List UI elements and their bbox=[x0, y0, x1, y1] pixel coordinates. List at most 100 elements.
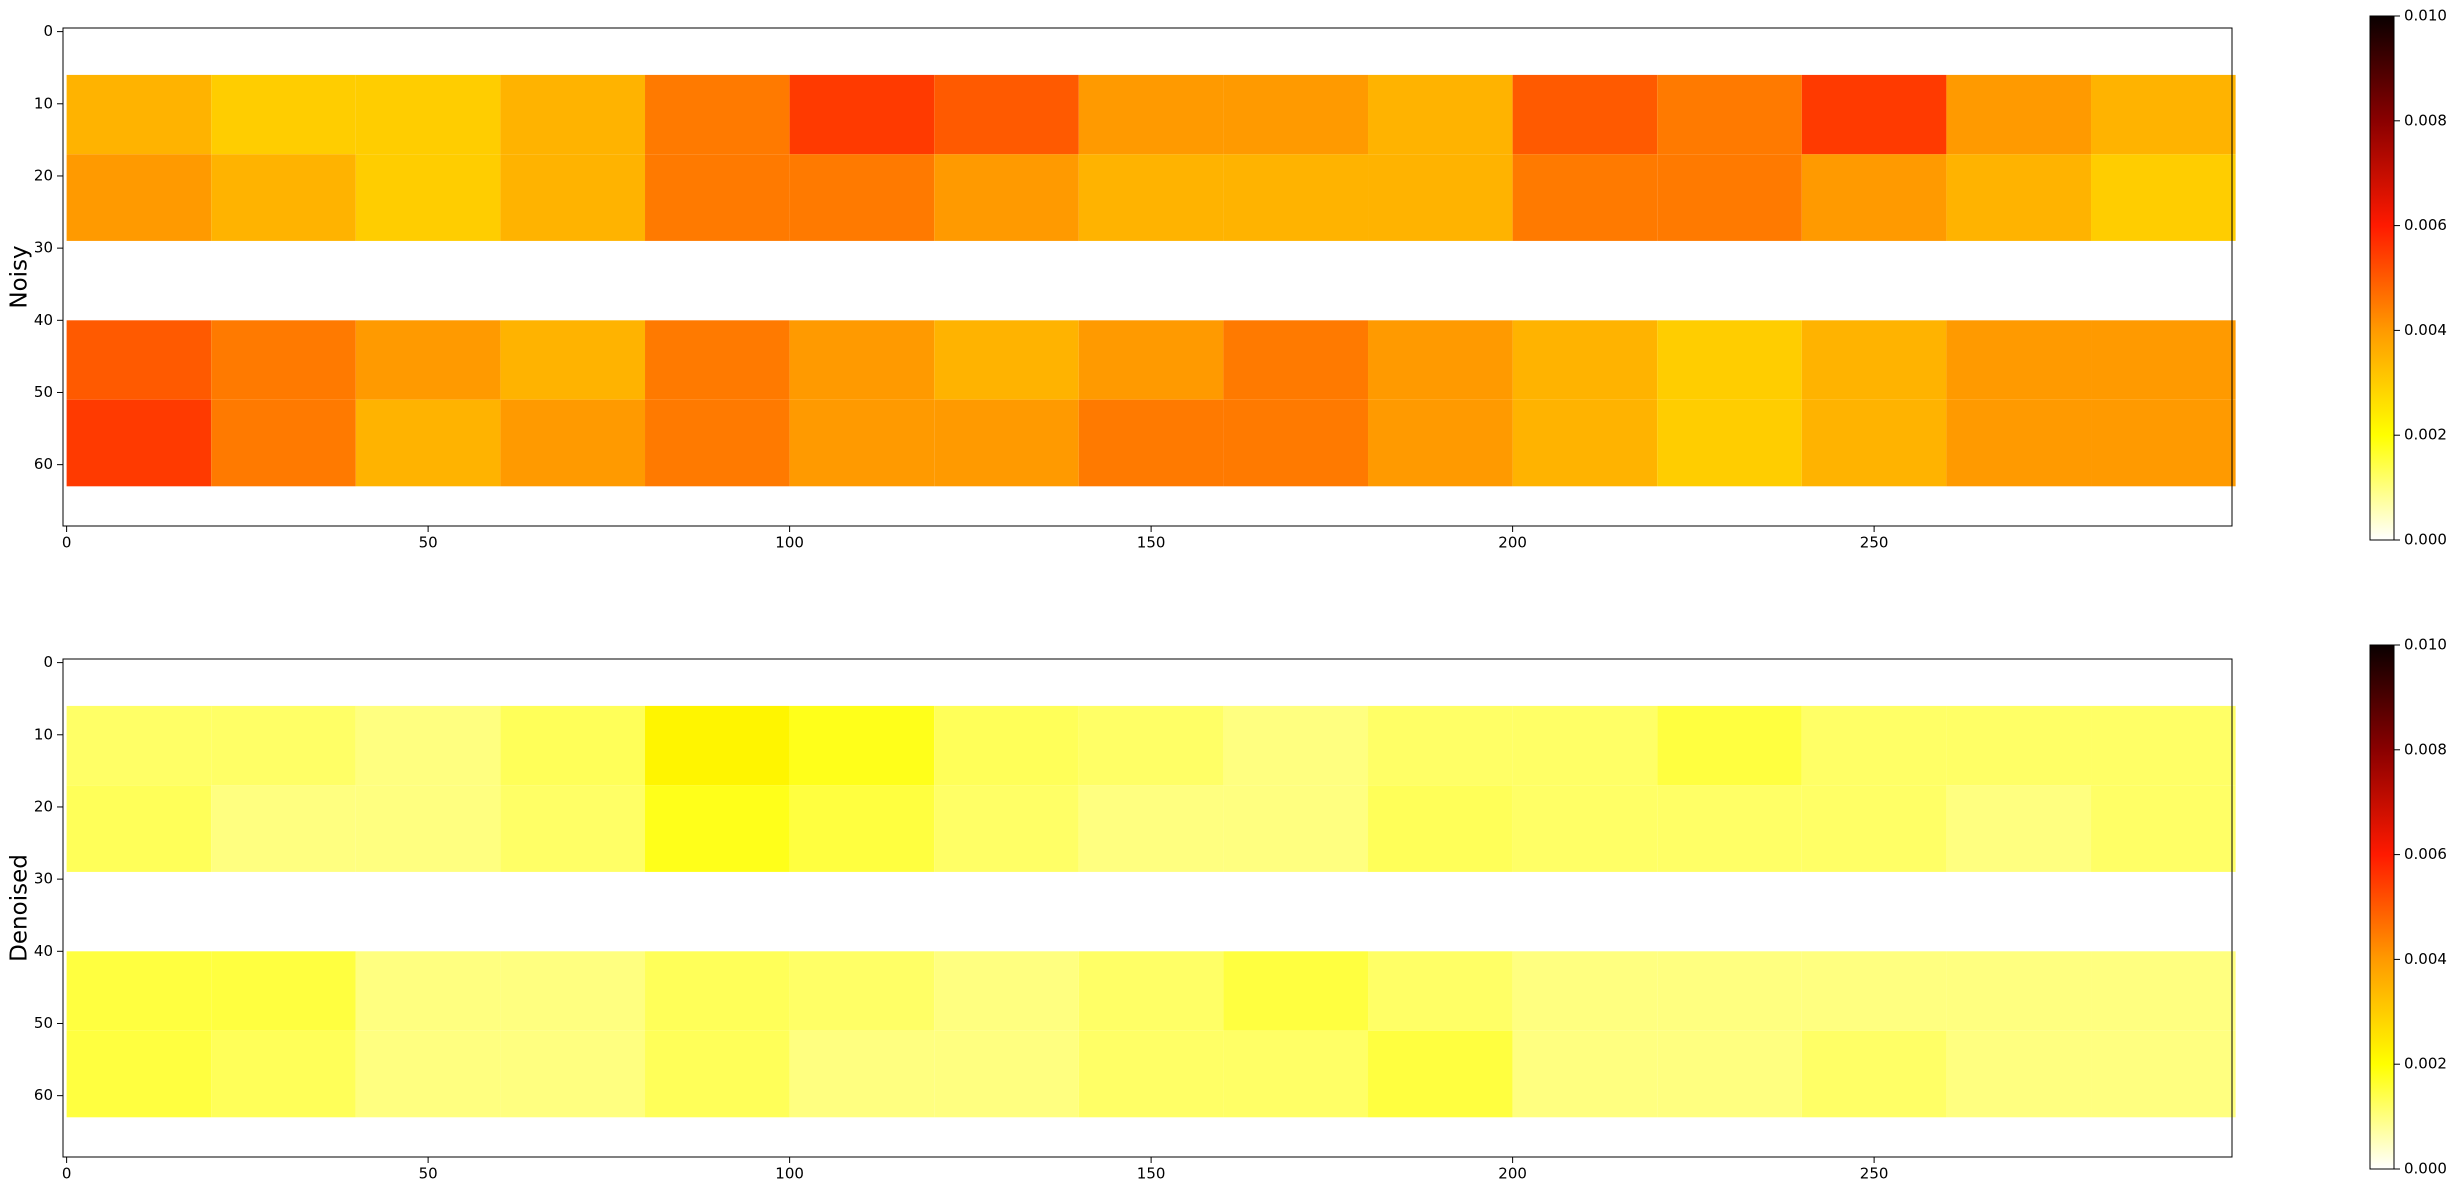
heat-cell bbox=[1078, 705, 1224, 786]
x-tick-label: 100 bbox=[775, 1165, 804, 1183]
heat-cell bbox=[1801, 1030, 1947, 1118]
heat-cell bbox=[211, 1030, 356, 1118]
colorbar-tick-label: 0.010 bbox=[2404, 7, 2447, 25]
heat-cell bbox=[789, 1030, 935, 1118]
heat-cell bbox=[1946, 705, 2092, 786]
heat-cell bbox=[66, 154, 212, 241]
heat-cell bbox=[1512, 1030, 1658, 1118]
heat-cell bbox=[1223, 785, 1369, 872]
heat-cell bbox=[1946, 74, 2092, 155]
heat-cell bbox=[789, 785, 935, 872]
y-tick-label: 0 bbox=[43, 653, 53, 671]
colorbar-tick-label: 0.006 bbox=[2404, 216, 2447, 234]
heat-cell bbox=[1657, 705, 1802, 786]
heat-cell bbox=[789, 154, 935, 241]
heat-cell bbox=[211, 154, 356, 241]
heat-cell bbox=[1223, 320, 1369, 400]
heat-cell bbox=[66, 1030, 212, 1118]
colorbar-tick-label: 0.004 bbox=[2404, 321, 2447, 339]
heat-cell bbox=[1946, 320, 2092, 400]
heat-cell bbox=[1223, 399, 1369, 487]
heat-cell bbox=[1946, 1030, 2092, 1118]
heat-cell bbox=[355, 1030, 501, 1118]
x-tick-label: 0 bbox=[62, 534, 72, 552]
heat-cell bbox=[1512, 74, 1658, 155]
heat-cell bbox=[1657, 320, 1802, 400]
colorbar bbox=[2369, 15, 2395, 541]
heat-cell bbox=[934, 1030, 1079, 1118]
heat-cell bbox=[1368, 951, 1513, 1031]
heat-cell bbox=[66, 320, 212, 400]
heat-cell bbox=[355, 74, 501, 155]
heat-cell bbox=[1801, 785, 1947, 872]
heat-cell bbox=[934, 705, 1079, 786]
heat-cell bbox=[934, 951, 1079, 1031]
heat-cell bbox=[789, 74, 935, 155]
plot-frame bbox=[62, 27, 2233, 527]
heat-cell bbox=[645, 785, 790, 872]
heat-cell bbox=[1223, 951, 1369, 1031]
heat-cell bbox=[211, 320, 356, 400]
heat-cell bbox=[500, 74, 646, 155]
y-tick-label: 60 bbox=[34, 1086, 53, 1104]
heat-cell bbox=[66, 785, 212, 872]
y-axis-label: Denoised bbox=[7, 854, 33, 962]
heat-cell bbox=[1368, 1030, 1513, 1118]
colorbar-tick-label: 0.000 bbox=[2404, 531, 2447, 549]
heat-cell bbox=[789, 320, 935, 400]
heat-cell bbox=[1223, 705, 1369, 786]
x-tick-label: 250 bbox=[1860, 534, 1889, 552]
heat-cell bbox=[500, 399, 646, 487]
heat-cell bbox=[1801, 154, 1947, 241]
x-tick-label: 100 bbox=[775, 534, 804, 552]
heat-cell bbox=[1223, 1030, 1369, 1118]
heat-cell bbox=[1801, 320, 1947, 400]
heat-cell bbox=[789, 951, 935, 1031]
colorbar-tick-label: 0.008 bbox=[2404, 111, 2447, 129]
colorbar-tick-label: 0.010 bbox=[2404, 636, 2447, 654]
heat-cell bbox=[1368, 74, 1513, 155]
heat-cell bbox=[1078, 785, 1224, 872]
x-tick-label: 250 bbox=[1860, 1165, 1889, 1183]
colorbar-tick-label: 0.006 bbox=[2404, 845, 2447, 863]
y-tick-label: 30 bbox=[34, 870, 53, 888]
heat-cell bbox=[355, 399, 501, 487]
heat-cell bbox=[1512, 399, 1658, 487]
heat-cell bbox=[645, 399, 790, 487]
heat-cell bbox=[2091, 1030, 2236, 1118]
heat-cell bbox=[789, 705, 935, 786]
heat-cell bbox=[355, 154, 501, 241]
heat-cell bbox=[355, 705, 501, 786]
heat-cell bbox=[1801, 951, 1947, 1031]
heat-cell bbox=[1078, 1030, 1224, 1118]
colorbar bbox=[2369, 644, 2395, 1170]
heat-cell bbox=[645, 154, 790, 241]
x-tick-label: 50 bbox=[419, 1165, 438, 1183]
heat-cell bbox=[1657, 1030, 1802, 1118]
heat-cell bbox=[211, 705, 356, 786]
heat-cell bbox=[934, 154, 1079, 241]
heat-cell bbox=[66, 705, 212, 786]
heat-cell bbox=[355, 785, 501, 872]
heat-cell bbox=[2091, 74, 2236, 155]
heat-cell bbox=[1368, 705, 1513, 786]
heat-cell bbox=[1512, 320, 1658, 400]
heat-cell bbox=[500, 320, 646, 400]
heat-cell bbox=[2091, 399, 2236, 487]
heat-cell bbox=[500, 951, 646, 1031]
heat-cell bbox=[1946, 785, 2092, 872]
colorbar-tick-label: 0.008 bbox=[2404, 740, 2447, 758]
x-tick-label: 150 bbox=[1137, 1165, 1166, 1183]
colorbar-tick-label: 0.000 bbox=[2404, 1160, 2447, 1178]
heat-cell bbox=[1078, 399, 1224, 487]
y-tick-label: 40 bbox=[34, 942, 53, 960]
heat-cell bbox=[211, 951, 356, 1031]
heat-cell bbox=[1223, 74, 1369, 155]
heat-cell bbox=[211, 399, 356, 487]
heat-cell bbox=[1657, 951, 1802, 1031]
heat-cell bbox=[2091, 320, 2236, 400]
heat-cell bbox=[1078, 74, 1224, 155]
colorbar-tick-label: 0.004 bbox=[2404, 950, 2447, 968]
heat-cell bbox=[211, 785, 356, 872]
heat-cell bbox=[1223, 154, 1369, 241]
